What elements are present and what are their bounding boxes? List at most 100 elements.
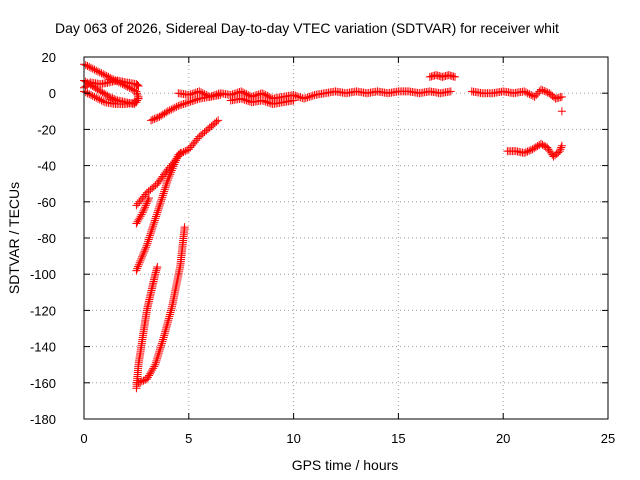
data-marker (258, 89, 267, 98)
data-marker (557, 141, 566, 150)
data-marker (557, 143, 566, 152)
data-marker (152, 212, 161, 221)
data-marker (141, 203, 150, 212)
data-marker (190, 96, 199, 105)
data-marker (154, 349, 163, 358)
data-marker (106, 93, 115, 102)
data-marker (161, 327, 170, 336)
data-marker (191, 95, 200, 104)
y-tick-label: -20 (37, 122, 56, 137)
data-marker (521, 88, 530, 97)
chart-title: Day 063 of 2026, Sidereal Day-to-day VTE… (55, 20, 559, 36)
data-marker (207, 92, 216, 101)
data-marker (184, 98, 193, 107)
data-marker (259, 90, 268, 99)
y-tick-label: -120 (30, 303, 56, 318)
data-marker (132, 266, 141, 275)
data-marker (153, 354, 162, 363)
data-marker (301, 94, 310, 103)
data-marker (149, 222, 158, 231)
data-marker (186, 97, 195, 106)
data-marker (161, 181, 170, 190)
data-marker (259, 97, 268, 106)
x-tick-label: 20 (496, 431, 510, 446)
data-marker (162, 322, 171, 331)
data-marker (307, 92, 316, 101)
data-marker (147, 227, 156, 236)
data-marker (152, 356, 161, 365)
axis-ticks: 0 5 10 15 20 25 -180 -160 -140 -120 -100 -80 -60 -40 -… (30, 50, 615, 446)
data-marker (139, 206, 148, 215)
data-marker (181, 147, 190, 156)
y-tick-label: -140 (30, 340, 56, 355)
data-marker (143, 197, 152, 206)
data-marker (86, 63, 95, 72)
data-marker (446, 87, 455, 96)
data-marker (95, 68, 104, 77)
data-marker (139, 249, 148, 258)
x-tick-label: 5 (185, 431, 192, 446)
data-marker (104, 72, 113, 81)
data-marker (135, 214, 144, 223)
data-marker (144, 371, 153, 380)
data-marker (133, 81, 142, 90)
data-marker (105, 92, 114, 101)
data-marker (140, 205, 149, 214)
data-marker (195, 87, 204, 96)
data-marker (102, 72, 111, 81)
data-marker (97, 96, 106, 105)
data-marker (147, 225, 156, 234)
data-marker (136, 256, 145, 265)
data-marker (237, 94, 246, 103)
data-marker (86, 91, 95, 100)
data-marker (135, 258, 144, 267)
data-marker (93, 94, 102, 103)
data-marker (167, 105, 176, 114)
data-marker (167, 304, 176, 313)
data-marker (156, 345, 165, 354)
data-marker (92, 93, 101, 102)
data-marker (85, 62, 94, 71)
data-marker (152, 264, 161, 273)
y-tick-label: -60 (37, 195, 56, 210)
data-marker (103, 91, 112, 100)
data-marker (132, 98, 141, 107)
data-marker (138, 250, 147, 259)
data-marker (156, 343, 165, 352)
x-tick-label: 25 (601, 431, 615, 446)
data-marker (158, 337, 167, 346)
data-marker (154, 351, 163, 360)
data-marker (153, 208, 162, 217)
data-marker (153, 262, 162, 271)
y-tick-label: -100 (30, 267, 56, 282)
data-marker (521, 148, 530, 157)
data-marker (184, 91, 193, 100)
data-marker (543, 88, 552, 97)
data-marker (134, 92, 143, 101)
data-marker (151, 268, 160, 277)
data-marker (169, 104, 178, 113)
data-marker (170, 103, 179, 112)
data-marker (165, 106, 174, 115)
data-marker (165, 172, 174, 181)
data-marker (149, 220, 158, 229)
data-marker (151, 358, 160, 367)
data-marker (520, 148, 529, 157)
data-marker (146, 229, 155, 238)
data-marker (138, 208, 147, 217)
data-marker (90, 92, 99, 101)
data-marker (258, 96, 267, 105)
data-marker (160, 185, 169, 194)
y-tick-label: 20 (42, 50, 56, 65)
data-marker (556, 145, 565, 154)
data-marker (450, 72, 459, 81)
data-marker (143, 239, 152, 248)
data-marker (303, 93, 312, 102)
data-marker (164, 314, 173, 323)
data-marker (172, 102, 181, 111)
data-marker (142, 199, 151, 208)
data-marker (81, 61, 90, 70)
data-marker (93, 67, 102, 76)
data-marker (145, 233, 154, 242)
